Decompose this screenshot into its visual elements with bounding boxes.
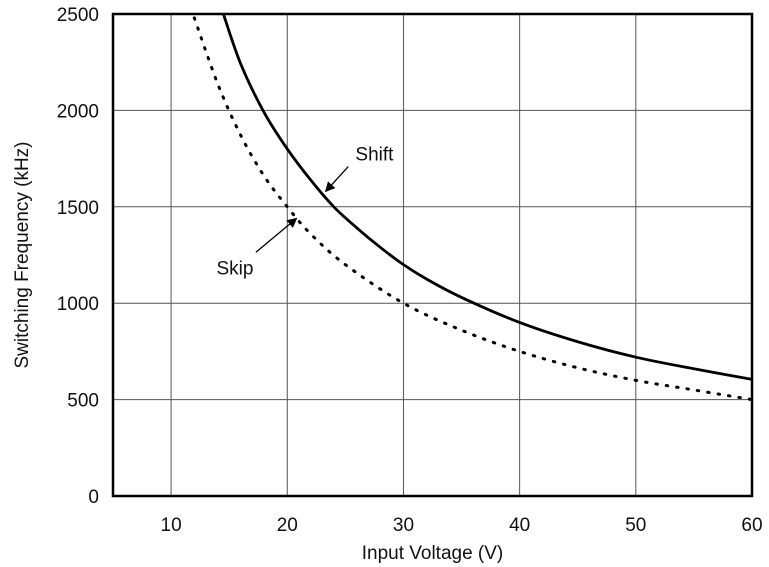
x-tick-label: 30 [393, 515, 414, 536]
annotation-shift-label: Shift [355, 145, 394, 166]
plot-frame [111, 12, 754, 498]
x-tick-label: 50 [625, 515, 646, 536]
annotation-shift-arrow [324, 166, 349, 193]
x-tick-label: 10 [161, 515, 182, 536]
x-tick-label: 60 [741, 515, 762, 536]
series-skip-line [192, 16, 754, 402]
x-axis-label: Input Voltage (V) [362, 543, 504, 564]
grid-lines [113, 13, 753, 497]
annotation-skip-label: Skip [217, 258, 254, 279]
series-shift-line [222, 13, 753, 381]
x-tick-label: 40 [509, 515, 530, 536]
annotation-skip-arrow [255, 217, 298, 253]
y-tick-label: 1500 [57, 198, 99, 219]
y-axis-label: Switching Frequency (kHz) [12, 141, 33, 368]
y-tick-label: 500 [67, 391, 99, 412]
x-tick-label: 20 [277, 515, 298, 536]
x-axis-ticks: 10 20 30 40 50 60 [161, 515, 763, 536]
y-tick-label: 0 [88, 487, 99, 508]
data-series [192, 13, 754, 402]
y-tick-label: 1000 [57, 294, 99, 315]
y-tick-label: 2000 [57, 101, 99, 122]
y-axis-ticks: 0 500 1000 1500 2000 2500 [57, 5, 99, 508]
y-tick-label: 2500 [57, 5, 99, 26]
annotations: Shift Skip [217, 145, 395, 280]
